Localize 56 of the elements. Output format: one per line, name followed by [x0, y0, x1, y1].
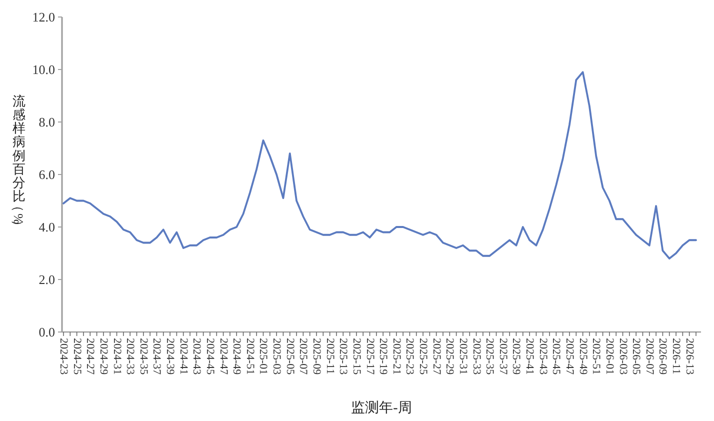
x-tick-label: 2025-49: [576, 338, 589, 375]
x-tick-label: 2025-41: [524, 338, 536, 375]
x-tick-label: 2024-29: [97, 338, 110, 375]
x-tick-label: 2025-47: [564, 338, 576, 375]
x-tick-label: 2025-39: [510, 338, 522, 375]
x-tick-label: 2024-31: [110, 338, 123, 375]
x-tick-label: 2026-05: [630, 338, 642, 375]
x-tick-label: 2025-37: [496, 338, 509, 375]
x-tick-label: 2024-39: [164, 338, 176, 375]
x-axis-title: 监测年-周: [351, 401, 412, 416]
x-tick-label: 2024-43: [190, 338, 203, 375]
x-tick-label: 2024-27: [84, 338, 96, 375]
x-tick-label: 2025-15: [350, 338, 362, 375]
x-tick-label: 2025-19: [377, 338, 390, 375]
y-tick-label: 10.0: [32, 62, 55, 77]
y-tick-label: 12.0: [32, 10, 55, 24]
x-tick-label: 2026-01: [603, 338, 616, 375]
y-tick-label: 0.0: [38, 324, 55, 340]
x-tick-label: 2026-09: [656, 338, 669, 375]
x-tick-label: 2024-23: [58, 338, 70, 375]
y-tick-label: 2.0: [38, 272, 55, 287]
x-tick-label: 2026-07: [643, 338, 656, 375]
x-tick-label: 2025-45: [550, 338, 562, 375]
y-tick-label: 8.0: [38, 114, 55, 130]
x-tick-label: 2024-35: [137, 338, 150, 375]
x-tick-label: 2026-13: [683, 338, 696, 375]
x-tick-label: 2025-25: [417, 338, 430, 375]
x-tick-label: 2024-41: [177, 338, 190, 375]
x-tick-label: 2024-49: [230, 338, 243, 375]
x-tick-label: 2025-13: [337, 338, 350, 375]
x-tick-label: 2025-43: [536, 338, 549, 375]
x-tick-label: 2025-03: [270, 338, 283, 375]
x-tick-label: 2025-17: [364, 338, 376, 375]
x-tick-label: 2025-29: [444, 338, 456, 375]
x-tick-label: 2025-27: [430, 338, 442, 375]
x-tick-label: 2025-35: [484, 338, 496, 375]
x-tick-label: 2026-11: [670, 338, 682, 374]
x-tick-label: 2025-07: [297, 338, 310, 375]
x-tick-label: 2024-37: [150, 338, 163, 375]
x-tick-label: 2025-21: [390, 338, 402, 375]
y-tick-label: 6.0: [38, 167, 55, 182]
x-tick-label: 2025-23: [404, 338, 416, 375]
x-tick-label: 2024-47: [217, 338, 230, 375]
x-tick-label: 2024-45: [204, 338, 216, 375]
x-tick-label: 2025-33: [470, 338, 482, 375]
x-tick-label: 2024-25: [70, 338, 83, 375]
y-tick-label: 4.0: [38, 220, 55, 234]
x-tick-label: 2025-11: [324, 338, 336, 374]
x-tick-label: 2025-01: [257, 338, 270, 375]
x-tick-label: 2025-51: [590, 338, 602, 375]
x-tick-label: 2024-51: [244, 338, 256, 375]
x-tick-label: 2025-05: [284, 338, 296, 375]
x-tick-label: 2025-09: [310, 338, 322, 375]
x-tick-label: 2025-31: [456, 338, 469, 375]
x-tick-label: 2024-33: [124, 338, 136, 375]
x-tick-label: 2026-03: [616, 338, 629, 375]
